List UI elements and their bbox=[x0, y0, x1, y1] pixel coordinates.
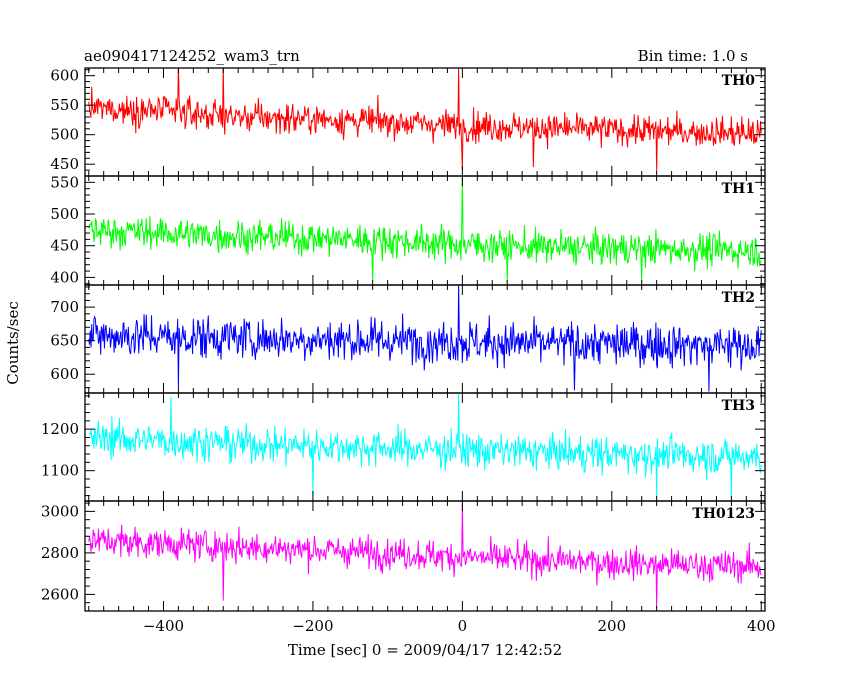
y-tick-label: 600 bbox=[50, 365, 79, 383]
x-tick-label: 200 bbox=[597, 617, 626, 635]
panel-label-th1: TH1 bbox=[722, 181, 755, 197]
y-tick-label: 600 bbox=[50, 67, 79, 85]
y-tick-label: 1200 bbox=[41, 420, 79, 438]
y-tick-label: 2600 bbox=[41, 585, 79, 603]
x-tick-label: 400 bbox=[747, 617, 776, 635]
x-axis-label: Time [sec] 0 = 2009/04/17 12:42:52 bbox=[288, 641, 562, 659]
panel-frame-th2 bbox=[84, 284, 766, 394]
y-tick-label: 400 bbox=[50, 268, 79, 286]
y-tick-label: 2800 bbox=[41, 544, 79, 562]
panels-group: 450 500 550 600 TH0 400 450 500 550 TH1 600 650 700 T… bbox=[41, 67, 776, 635]
panel-label-th2: TH2 bbox=[722, 290, 755, 306]
y-tick-label: 450 bbox=[50, 237, 79, 255]
y-tick-label: 450 bbox=[50, 155, 79, 173]
chart-title: ae090417124252_wam3_trn bbox=[84, 47, 300, 65]
y-tick-label: 1100 bbox=[41, 462, 79, 480]
y-tick-label: 500 bbox=[50, 126, 79, 144]
panel-label-th0: TH0 bbox=[722, 73, 756, 89]
y-tick-label: 650 bbox=[50, 332, 79, 350]
bin-time-label: Bin time: 1.0 s bbox=[638, 47, 748, 65]
y-tick-label: 500 bbox=[50, 205, 79, 223]
series-line-th2 bbox=[88, 285, 762, 392]
panel-label-th3: TH3 bbox=[722, 398, 755, 414]
x-tick-label: 0 bbox=[458, 617, 468, 635]
y-tick-label: 3000 bbox=[41, 502, 79, 520]
x-tick-label: −200 bbox=[292, 617, 333, 635]
series-line-th0123 bbox=[88, 503, 762, 608]
y-tick-label: 550 bbox=[50, 173, 79, 191]
series-line-th0 bbox=[88, 68, 762, 172]
y-tick-label: 550 bbox=[50, 96, 79, 114]
y-axis-label: Counts/sec bbox=[4, 301, 22, 385]
y-tick-label: 700 bbox=[50, 298, 79, 316]
panel-frame-th0123 bbox=[84, 500, 766, 612]
series-line-th3 bbox=[88, 393, 762, 499]
panel-label-th0123: TH0123 bbox=[692, 506, 755, 522]
series-line-th1 bbox=[88, 176, 762, 283]
x-tick-label: −400 bbox=[143, 617, 184, 635]
